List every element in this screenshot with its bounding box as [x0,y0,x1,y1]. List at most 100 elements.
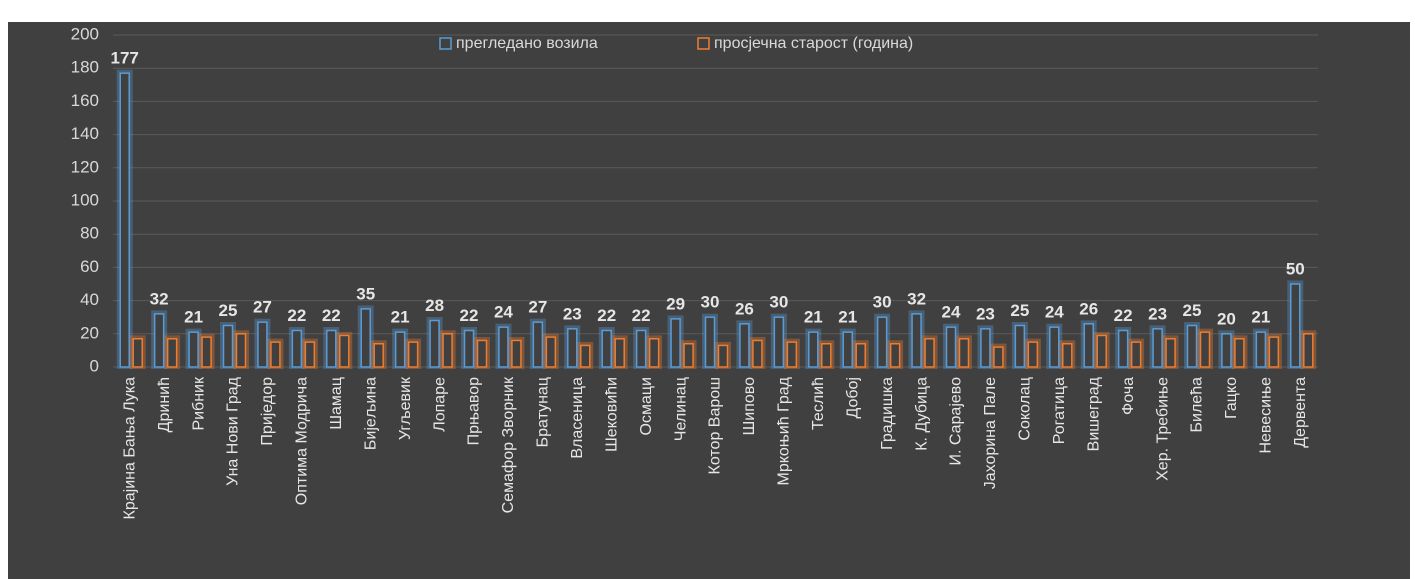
data-label: 22 [287,306,306,325]
bar [808,331,819,368]
bar [545,336,557,368]
bar [1303,333,1314,368]
data-label: 26 [735,299,754,318]
bar [842,331,853,368]
bar [567,328,578,368]
y-tick-label: 20 [80,323,99,342]
data-label: 21 [1251,308,1270,327]
bar [924,338,935,368]
x-tick-label: Власеница [569,377,586,459]
x-tick-label: Шипово [741,377,758,435]
data-label: 21 [391,308,410,327]
bar [326,329,337,368]
x-tick-label: Дринић [156,377,173,432]
bar [222,324,234,368]
data-label: 20 [1217,309,1236,328]
data-label: 21 [804,308,823,327]
x-tick-label: К. Дубица [913,377,930,451]
bar [1290,283,1301,368]
bar [1130,341,1142,368]
x-tick-label: Семафор Зворник [500,376,517,513]
bar [1096,334,1107,368]
data-label: 32 [907,289,926,308]
bar [476,339,488,368]
data-label: 27 [253,298,272,317]
bar [119,72,130,368]
bar [889,343,901,368]
x-tick-label: Осмаци [638,377,655,435]
x-tick-label: Теслић [810,377,827,430]
data-label: 25 [1183,301,1202,320]
y-tick-label: 80 [80,224,99,243]
data-label: 21 [184,308,203,327]
x-tick-label: Соколац [1017,377,1034,441]
bar [270,341,281,368]
data-label: 30 [701,293,720,312]
x-tick-label: Рогатица [1051,377,1068,444]
bar [786,341,798,368]
bar [291,329,303,368]
data-label: 25 [1010,301,1029,320]
x-tick-label: Угљевик [397,376,414,440]
bar [394,331,406,368]
x-tick-label: Мркоњић Град [776,376,793,485]
data-label: 24 [1045,303,1064,322]
bar [635,329,647,368]
legend-label: просјечна старост (година) [714,35,913,52]
bar [670,318,681,368]
y-tick-label: 160 [71,91,99,110]
bar [1062,343,1073,368]
y-tick-label: 180 [71,58,99,77]
x-tick-label: Рибник [190,376,207,431]
x-tick-label: Фоча [1120,377,1137,415]
data-label: 22 [597,306,616,325]
bar [773,316,785,368]
bar [1083,323,1094,368]
data-label: 32 [150,289,169,308]
bar [511,339,522,368]
bar [601,329,612,368]
data-label: 22 [322,306,341,325]
bar [945,326,957,368]
bar [911,313,922,368]
y-tick-label: 120 [71,157,99,176]
y-tick-label: 200 [71,24,99,43]
y-tick-label: 40 [80,290,99,309]
bar [201,336,212,368]
x-tick-label: Вишеград [1085,376,1102,451]
bar [132,338,143,368]
bar [235,333,247,368]
legend-swatch [439,37,452,50]
x-tick-label: Прњавор [466,377,483,446]
bar [407,341,419,368]
bar [739,323,750,368]
x-tick-label: Добој [844,377,861,419]
data-label: 22 [1114,306,1133,325]
bar [717,344,729,368]
bar [1268,336,1280,368]
data-label: 28 [425,296,444,315]
bar [614,338,625,368]
data-label: 27 [528,298,547,317]
bar [498,326,509,368]
legend-swatch [697,37,710,50]
x-tick-label: Гацко [1223,377,1240,419]
y-tick-label: 60 [80,257,99,276]
data-label: 25 [219,301,238,320]
bar [752,339,763,368]
bar [1027,341,1039,368]
y-tick-label: 140 [71,124,99,143]
bar [580,344,591,368]
bar [257,321,268,368]
x-tick-label: Лопаре [431,377,448,432]
bar [1165,338,1176,368]
data-label: 21 [838,308,857,327]
bar [1152,328,1163,368]
bar [1049,326,1060,368]
bar [1117,329,1129,368]
x-tick-label: Невесиње [1258,377,1275,454]
data-label: 23 [1148,304,1167,323]
x-tick-label: Уна Нови Град [225,376,242,486]
legend-label: прегледано возила [456,35,598,52]
